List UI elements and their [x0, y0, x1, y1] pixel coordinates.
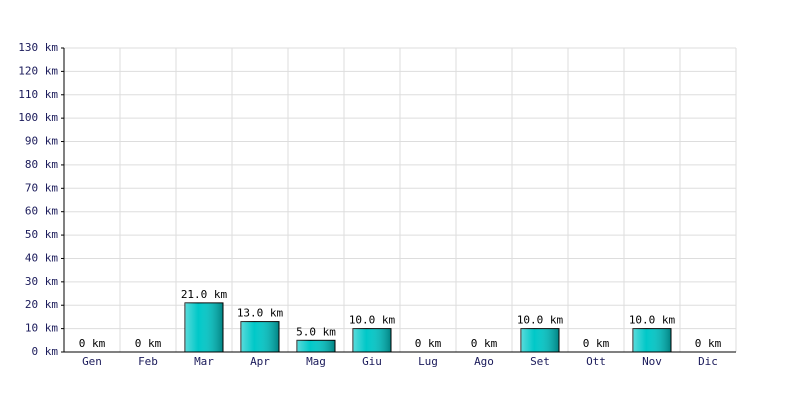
- bar-shade: [185, 302, 223, 352]
- bar-shade: [353, 328, 391, 352]
- y-tick-label: 0 km: [32, 345, 59, 358]
- value-label: 0 km: [471, 337, 498, 350]
- value-label: 10.0 km: [349, 314, 396, 327]
- y-tick-label: 90 km: [25, 135, 58, 148]
- x-tick-label: Gen: [82, 355, 102, 368]
- y-tick-label: 10 km: [25, 322, 58, 335]
- value-label: 5.0 km: [296, 325, 336, 338]
- value-label: 0 km: [415, 337, 442, 350]
- value-label: 0 km: [135, 337, 162, 350]
- value-label: 13.0 km: [237, 307, 284, 320]
- x-tick-label: Apr: [250, 355, 270, 368]
- bar-shade: [297, 340, 335, 352]
- x-tick-label: Lug: [418, 355, 438, 368]
- x-tick-label: Mar: [194, 355, 214, 368]
- y-tick-label: 70 km: [25, 181, 58, 194]
- value-label: 21.0 km: [181, 288, 228, 301]
- y-tick-label: 120 km: [18, 64, 58, 77]
- bar-shade: [521, 328, 559, 352]
- x-tick-label: Mag: [306, 355, 326, 368]
- value-label: 0 km: [79, 337, 106, 350]
- x-tick-label: Giu: [362, 355, 382, 368]
- y-tick-label: 30 km: [25, 275, 58, 288]
- bar-shade: [241, 321, 279, 352]
- value-label: 10.0 km: [629, 314, 676, 327]
- x-tick-label: Ago: [474, 355, 494, 368]
- y-tick-label: 130 km: [18, 41, 58, 54]
- bar-shade: [633, 328, 671, 352]
- y-tick-label: 110 km: [18, 88, 58, 101]
- y-tick-label: 80 km: [25, 158, 58, 171]
- value-label: 10.0 km: [517, 314, 564, 327]
- x-tick-label: Set: [530, 355, 550, 368]
- y-tick-label: 40 km: [25, 251, 58, 264]
- x-tick-label: Dic: [698, 355, 718, 368]
- y-tick-label: 100 km: [18, 111, 58, 124]
- value-label: 0 km: [695, 337, 722, 350]
- x-tick-label: Ott: [586, 355, 606, 368]
- y-tick-label: 60 km: [25, 205, 58, 218]
- y-tick-label: 20 km: [25, 298, 58, 311]
- value-label: 0 km: [583, 337, 610, 350]
- x-tick-label: Feb: [138, 355, 158, 368]
- x-tick-label: Nov: [642, 355, 662, 368]
- y-tick-label: 50 km: [25, 228, 58, 241]
